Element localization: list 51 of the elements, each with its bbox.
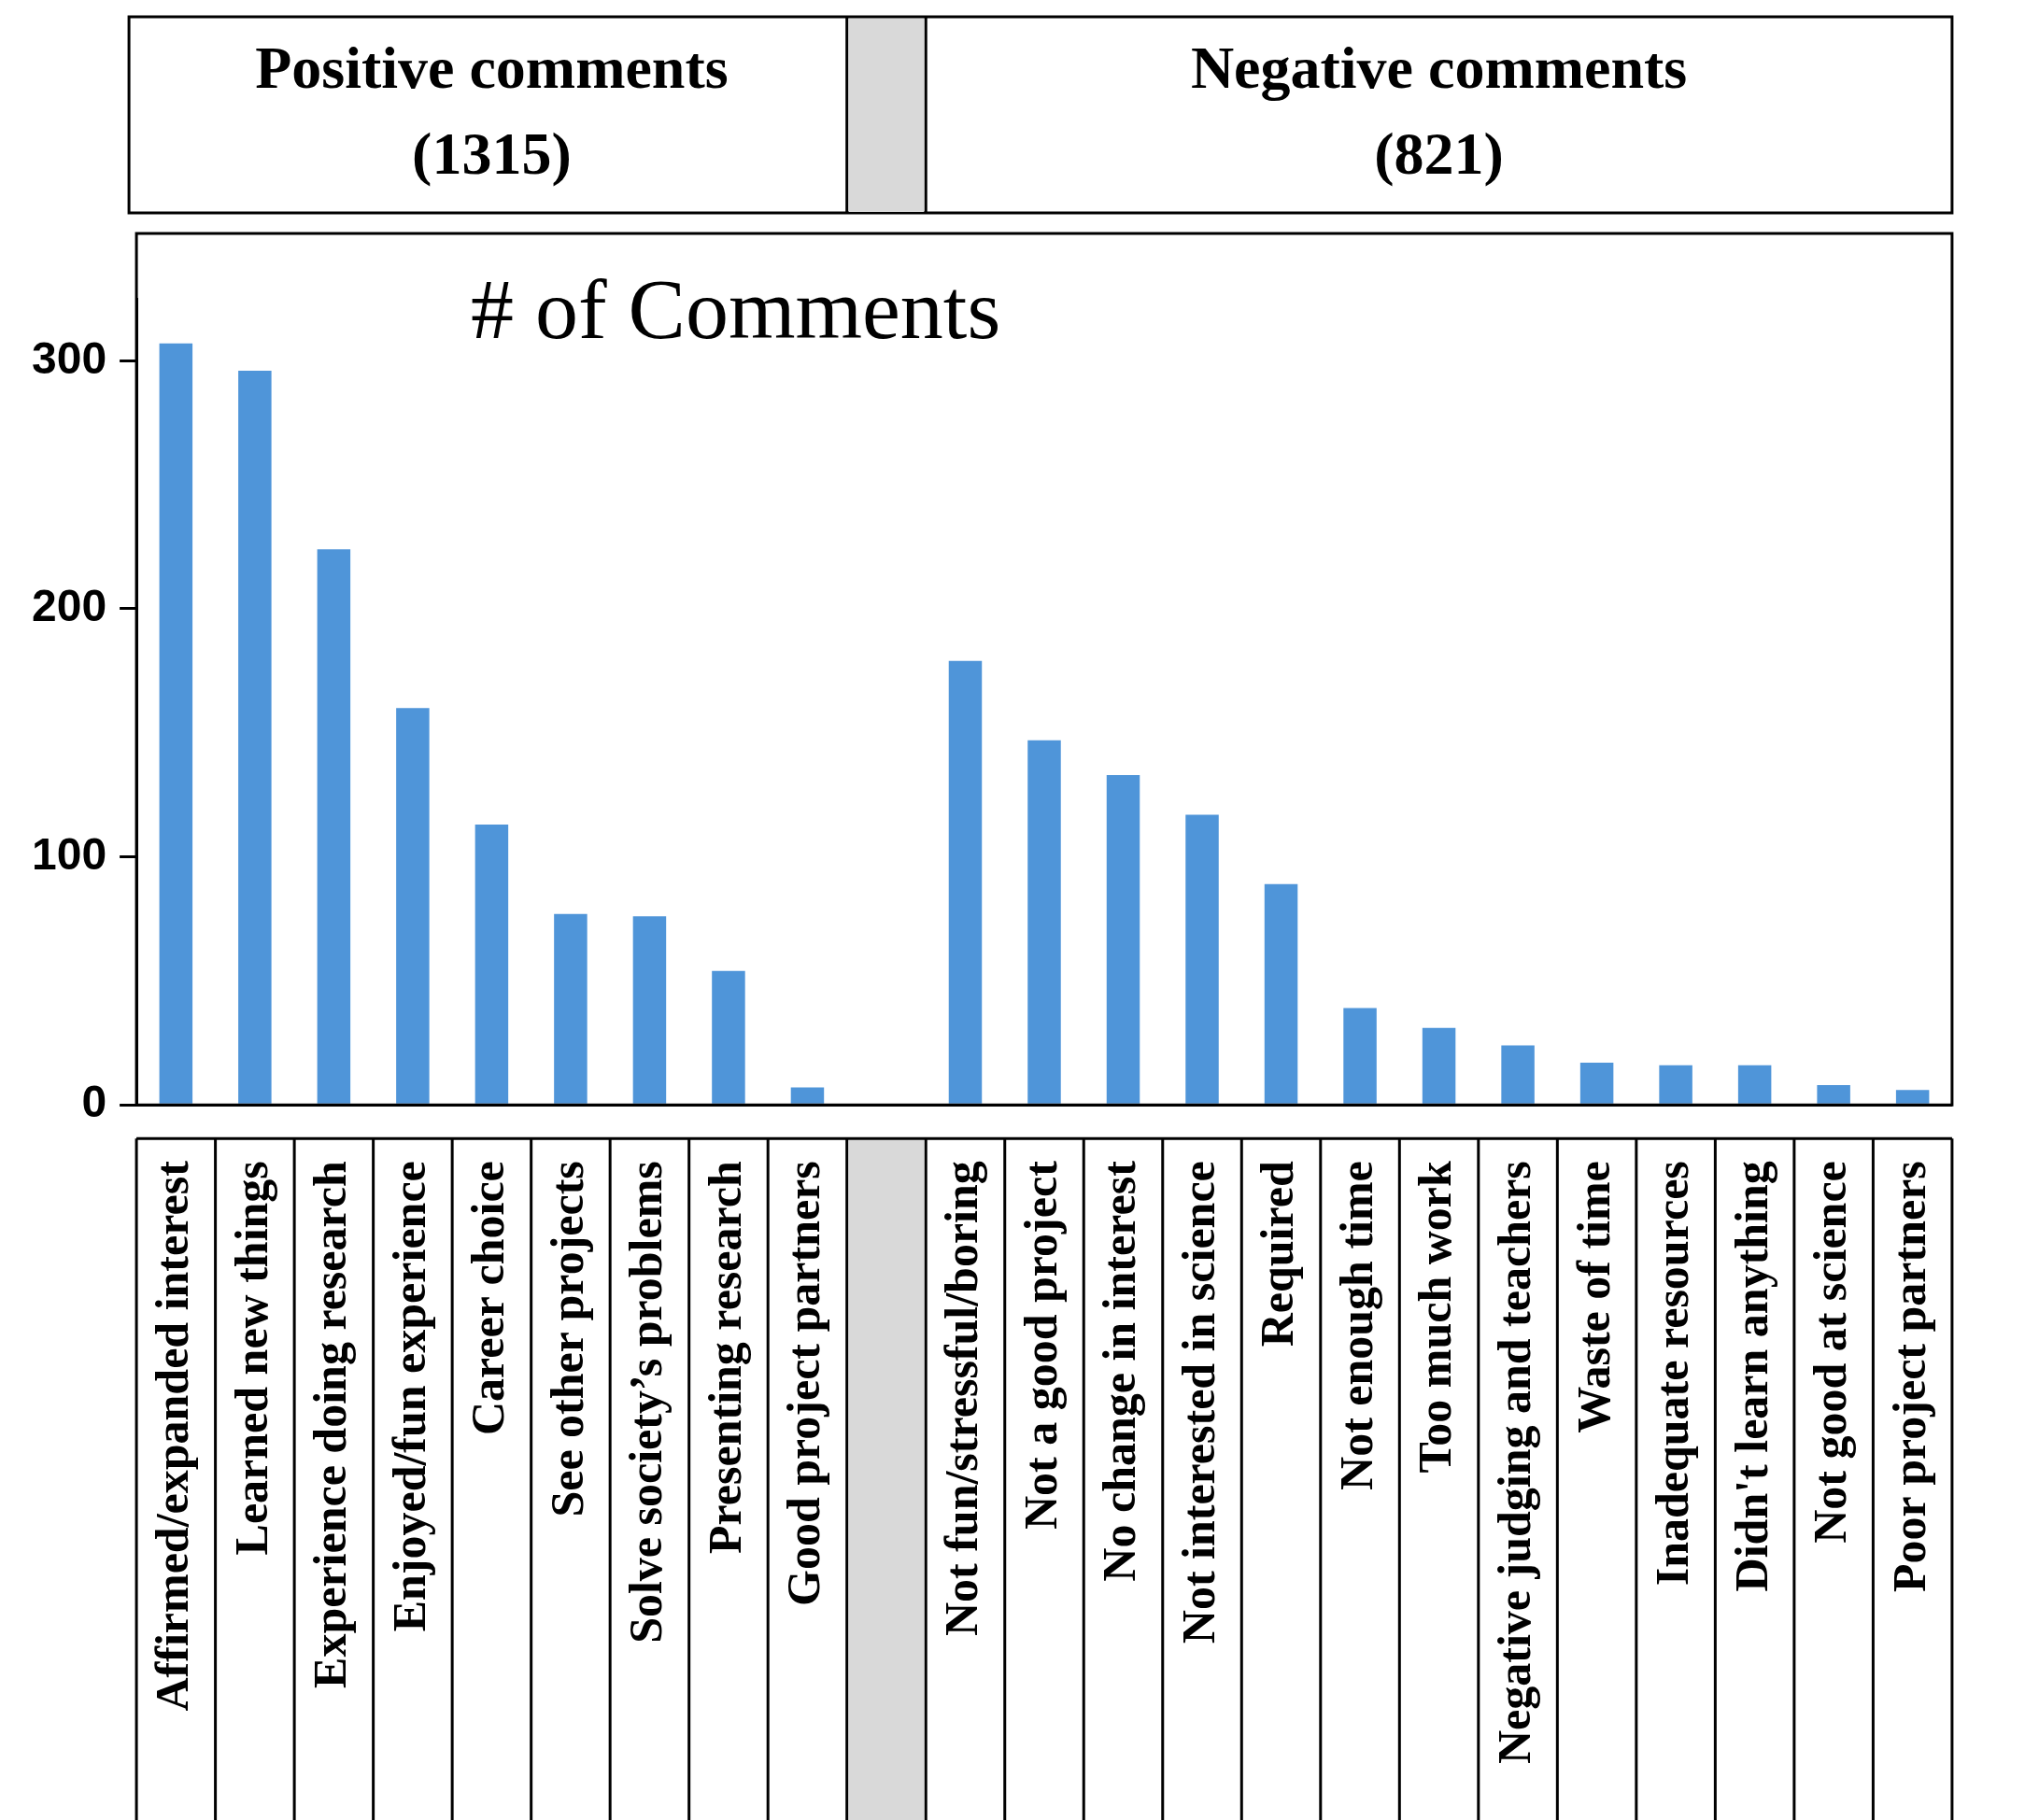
x-tick-label: Affirmed/expanded interest (146, 1160, 199, 1712)
x-tick-label: Didn't learn anything (1724, 1161, 1777, 1592)
x-tick-label: Inadequate resources (1646, 1161, 1699, 1587)
x-tick-label: Poor project partners (1882, 1161, 1935, 1593)
x-tick-label: Solve society’s problems (619, 1161, 673, 1644)
text: Negative comments (821) (1190, 34, 1688, 187)
bar (1264, 883, 1298, 1104)
bar (1343, 1008, 1377, 1104)
bar (159, 343, 193, 1104)
bar (396, 708, 430, 1104)
bar (1185, 814, 1219, 1104)
bar (238, 371, 272, 1104)
x-tick-label: Not fun/stressful/boring (935, 1161, 988, 1637)
bar (1659, 1065, 1692, 1104)
y-tick-label: 300 (31, 332, 107, 383)
x-tick-label: Too much work (1409, 1161, 1462, 1474)
bar (1817, 1084, 1850, 1104)
bar (1422, 1027, 1456, 1104)
bar (1106, 774, 1140, 1104)
x-tick-label: Negative judging and teachers (1488, 1161, 1540, 1765)
text: Positive comments (1315) (255, 34, 729, 187)
x-tick-label: See other projects (540, 1161, 593, 1517)
x-tick-label: Presenting research (698, 1161, 751, 1554)
x-tick-label: Not good at science (1804, 1161, 1857, 1544)
bar (474, 825, 509, 1104)
y-tick-label: 200 (31, 581, 107, 631)
bar (712, 970, 745, 1104)
y-tick-label: 0 (81, 1077, 107, 1127)
y-tick-label: 100 (31, 828, 107, 879)
bar (1895, 1090, 1930, 1104)
x-tick-label: Enjoyed/fun experience (382, 1161, 435, 1632)
x-tick-label: Good project partners (777, 1161, 830, 1606)
bar (790, 1087, 825, 1104)
bar (554, 913, 588, 1104)
bar (1737, 1065, 1772, 1104)
x-tick-label: Career choice (461, 1161, 515, 1436)
x-tick-label: Waste of time (1566, 1161, 1620, 1433)
x-tick-label: Not enough time (1329, 1161, 1382, 1490)
x-tick-label: Experience doing research (304, 1161, 357, 1688)
bar (1501, 1045, 1535, 1104)
x-tick-label: Not interested in science (1171, 1161, 1225, 1644)
x-tick-label: Required (1251, 1161, 1304, 1347)
bar (948, 660, 983, 1104)
x-tick-label: Learned new things (224, 1161, 277, 1556)
chart-title: # of Comments (470, 261, 1001, 358)
x-tick-label: No change in interest (1093, 1160, 1146, 1582)
bar (632, 916, 667, 1104)
x-tick-label: Not a good project (1013, 1160, 1067, 1531)
bar (1027, 740, 1061, 1104)
bar (1579, 1063, 1614, 1104)
bar (317, 549, 351, 1104)
